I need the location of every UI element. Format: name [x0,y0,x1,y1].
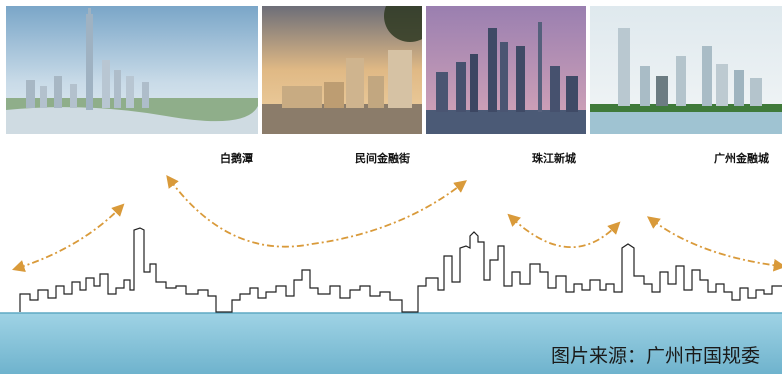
district-label-guangzhou-financial-city: 广州金融城 [714,152,769,165]
view-arrow-2 [166,174,467,248]
district-label-zhujiang-new-town: 珠江新城 [532,152,576,165]
view-arrow-3 [507,213,621,248]
skyline-outline [19,227,782,313]
district-label-baietan: 白鹅潭 [220,152,253,165]
photo-minjian-finance-street [262,6,422,134]
district-label-minjian-finance-street: 民间金融街 [355,152,410,165]
photo-guangzhou-financial-city [590,6,782,134]
water-band [0,313,782,374]
view-arrow-4 [646,216,782,272]
photo-zhujiang-new-town [426,6,586,134]
photo-baietan [6,6,258,134]
skyline-diagram [0,174,782,374]
view-arrow-1 [12,203,125,273]
image-credit: 图片来源：广州市国规委 [550,345,760,367]
